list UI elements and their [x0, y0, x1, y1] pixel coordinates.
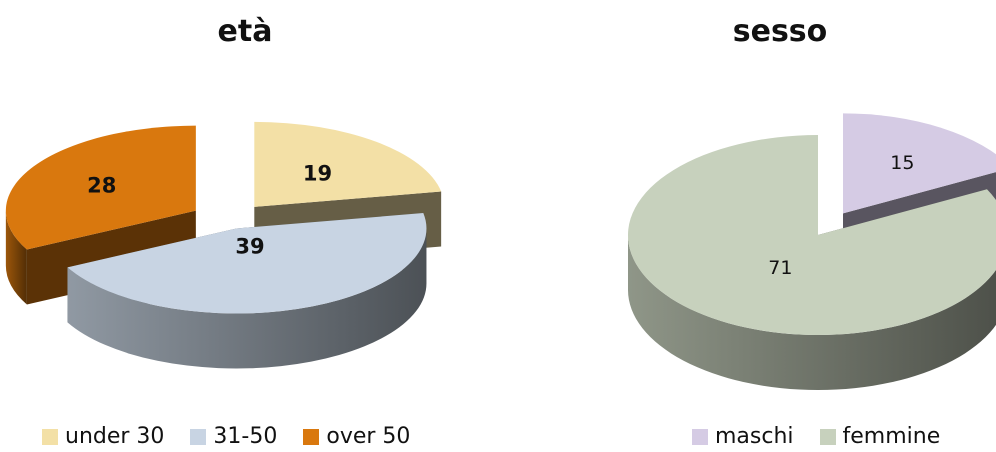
slice-tops — [5, 121, 442, 314]
legend-label: 31-50 — [213, 424, 278, 449]
legend-label: over 50 — [326, 424, 411, 449]
legend-swatch — [819, 428, 836, 445]
pie-slice-over-50 — [5, 125, 196, 250]
data-label: 71 — [768, 257, 792, 279]
age-pie-plot: 19 39 28 — [5, 121, 442, 369]
gender-legend: maschi femmine — [692, 424, 940, 449]
pie-slice-over-50-side — [5, 210, 27, 305]
legend-swatch — [692, 428, 708, 445]
legend-item-femmine: femmine — [819, 424, 941, 449]
data-label: 39 — [235, 235, 264, 259]
pie-slice-under-30 — [254, 121, 442, 207]
gender-pie-chart: sesso 15 71 maschi femmine — [600, 0, 996, 452]
legend-label: maschi — [715, 424, 794, 449]
legend-item-under-30: under 30 — [42, 424, 164, 449]
chart-title: età — [217, 14, 273, 49]
legend-label: femmine — [842, 424, 941, 449]
pie-slice-31-50-side — [67, 228, 427, 369]
legend-swatch — [190, 428, 207, 445]
pie-slice-31-50 — [67, 213, 427, 314]
legend-swatch — [42, 428, 58, 445]
data-label: 15 — [890, 152, 914, 174]
legend-item-maschi: maschi — [692, 424, 794, 449]
legend-item-31-50: 31-50 — [190, 424, 277, 449]
legend-label: under 30 — [65, 424, 165, 449]
age-pie-chart: età 19 39 28 under 30 31-50 over 50 — [5, 14, 442, 449]
slice-tops — [628, 113, 996, 335]
pie-slice-femmine — [628, 135, 996, 335]
legend-item-over-50: over 50 — [303, 424, 410, 449]
data-label: 19 — [303, 161, 332, 185]
pie-slice-femmine-side — [628, 235, 996, 390]
chart-title: sesso — [732, 14, 828, 49]
pie-slice-maschi — [843, 113, 996, 214]
legend-swatch — [303, 428, 320, 445]
data-label: 28 — [87, 173, 116, 197]
age-legend: under 30 31-50 over 50 — [42, 424, 410, 449]
